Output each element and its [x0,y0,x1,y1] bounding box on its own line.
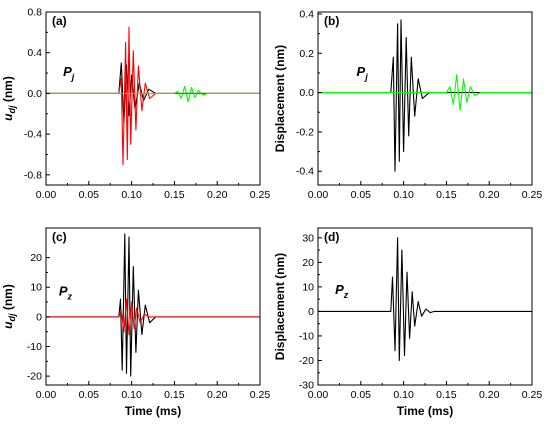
series-annotation: Pz [335,282,349,300]
x-tick-label: 0.10 [393,189,414,201]
x-tick-label: 0.10 [121,189,142,201]
x-axis-label: Time (ms) [125,404,181,418]
series-line-0 [46,62,260,124]
y-tick-label: -20 [27,371,42,383]
y-tick-label: 0.0 [299,87,314,99]
x-tick-label: 0.05 [79,389,100,401]
x-tick-label: 0.10 [393,389,414,401]
y-tick-label: 0.4 [299,8,314,20]
x-tick-label: 0.25 [522,189,543,201]
x-tick-label: 0.05 [79,189,100,201]
series-line-0 [46,233,260,377]
y-tick-label: -0.8 [24,169,42,181]
y-tick-label: 10 [30,282,42,294]
x-tick-label: 0.25 [522,389,543,401]
y-tick-label: -0.2 [296,126,314,138]
y-tick-label: 0.4 [27,47,42,59]
y-axis-label: udj (nm) [1,284,17,329]
panel-label: (a) [52,14,67,28]
x-tick-label: 0.25 [250,189,271,201]
x-tick-label: 0.15 [436,389,457,401]
x-tick-label: 0.05 [351,389,372,401]
panel-c: 0.00 0.05 0.10 0.15 0.20 0.25 -20 -10 0 10 20 (c) Pz… [1,227,271,418]
series-line-1 [46,298,260,336]
x-tick-label: 0.15 [436,189,457,201]
series-line-1 [318,74,532,111]
series-annotation: Pj [63,64,75,82]
plot-frame [45,11,261,186]
x-tick-label: 0.25 [250,389,271,401]
y-tick-label: 0.2 [299,48,314,60]
y-tick-label: -20 [299,355,314,367]
plot-frame [317,11,533,186]
plot-frame [317,227,533,386]
x-tick-label: 0.15 [164,389,185,401]
y-tick-label: -0.4 [24,129,42,141]
y-tick-label: 20 [30,252,42,264]
series-line-1 [46,26,260,166]
plot-frame [45,227,261,386]
x-tick-label: 0.20 [207,189,228,201]
y-axis-label: Displacement (nm) [273,45,287,152]
x-tick-label: 0.00 [36,189,57,201]
panel-label: (b) [324,14,339,28]
panel-label: (d) [324,230,339,244]
series-line-0 [318,19,532,172]
series-annotation: Pz [59,284,73,302]
y-tick-label: 0.8 [27,7,42,19]
x-tick-label: 0.00 [36,389,57,401]
y-axis-label: Displacement (nm) [273,253,287,360]
y-axis-label: udj (nm) [1,76,17,121]
y-tick-label: -30 [299,380,314,392]
x-tick-label: 0.00 [308,389,329,401]
x-tick-label: 0.00 [308,189,329,201]
x-tick-label: 0.15 [164,189,185,201]
x-tick-label: 0.05 [351,189,372,201]
y-tick-label: 30 [302,232,314,244]
series-line-0 [318,237,532,362]
y-tick-label: -10 [299,330,314,342]
panel-a: 0.00 0.05 0.10 0.15 0.20 0.25 -0.8 -0.4 0.0 0.4 0.… [1,7,270,202]
x-tick-label: 0.10 [121,389,142,401]
panel-b: 0.00 0.05 0.10 0.15 0.20 0.25 -0.4 -0.2 0.0 0.2 0.… [273,8,542,201]
y-tick-label: 0.0 [27,88,42,100]
x-tick-label: 0.20 [479,189,500,201]
y-tick-label: -0.4 [296,166,314,178]
y-tick-label: 20 [302,257,314,269]
x-tick-label: 0.20 [479,389,500,401]
x-axis-label: Time (ms) [397,404,453,418]
panel-label: (c) [52,230,67,244]
y-tick-label: -10 [27,341,42,353]
x-tick-label: 0.20 [207,389,228,401]
y-tick-label: 0 [36,311,42,323]
series-annotation: Pj [357,64,369,82]
series-line-2 [46,85,260,103]
y-tick-label: 10 [302,281,314,293]
y-tick-label: 0 [308,306,314,318]
panel-d: 0.00 0.05 0.10 0.15 0.20 0.25 -30 -20 -10 0 10 20 30… [273,227,543,418]
